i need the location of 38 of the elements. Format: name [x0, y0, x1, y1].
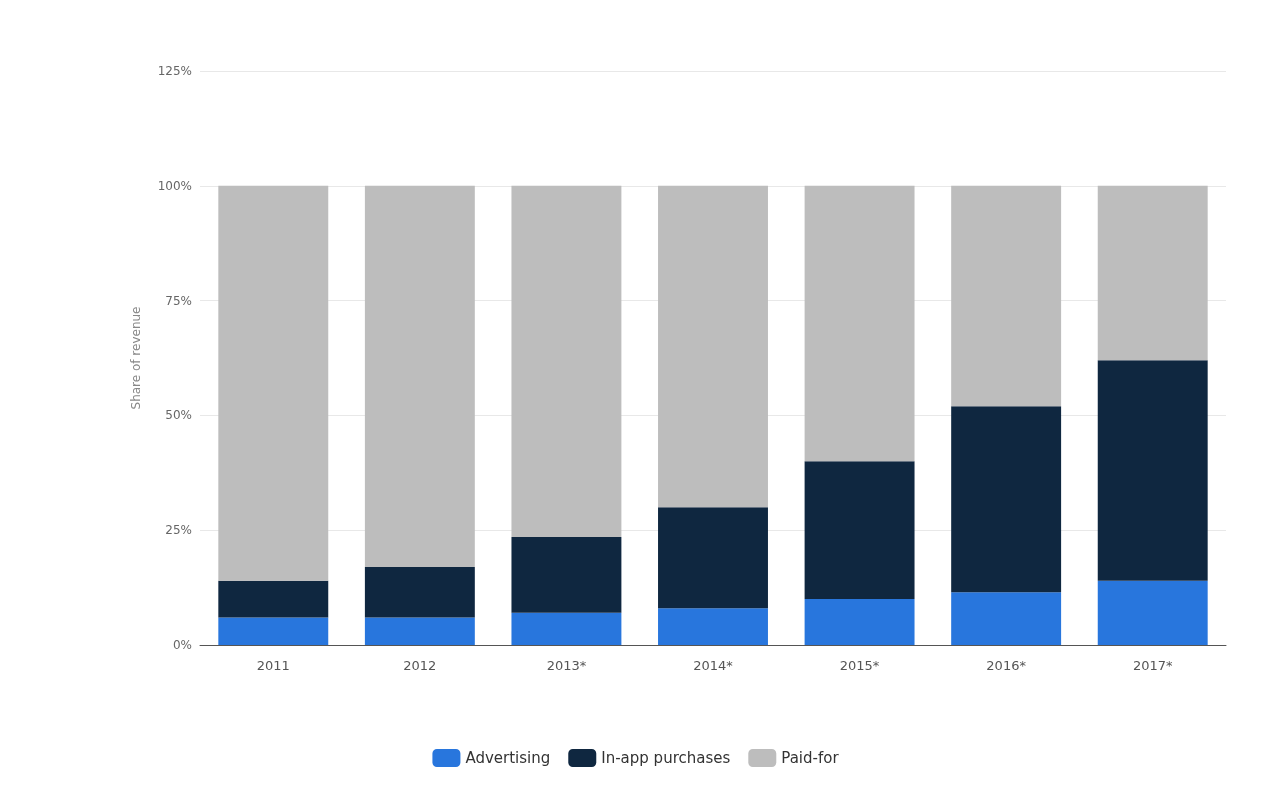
bar	[218, 185, 329, 581]
x-tick-label: 2012	[403, 658, 437, 673]
bar	[951, 592, 1062, 645]
y-tick-label: 100%	[157, 178, 192, 193]
x-tick-label: 2013*	[546, 658, 587, 673]
bar	[1097, 580, 1208, 645]
y-tick-label: 125%	[157, 64, 192, 78]
x-tick-label: 2017*	[1132, 658, 1173, 673]
bar	[804, 461, 915, 600]
y-tick-label: 50%	[165, 408, 192, 423]
bar	[804, 185, 915, 462]
y-tick-label: 0%	[172, 638, 192, 652]
bar	[511, 185, 622, 538]
bar	[951, 406, 1062, 593]
legend-label: Paid-for	[781, 749, 840, 767]
x-tick-label: 2014*	[693, 658, 734, 673]
y-axis-title: Share of revenue	[129, 306, 143, 410]
x-tick-label: 2016*	[986, 658, 1027, 673]
bar	[951, 185, 1062, 407]
legend-label: Advertising	[465, 749, 551, 767]
bar	[364, 185, 475, 567]
bar	[364, 566, 475, 618]
bar	[658, 608, 768, 645]
bar	[658, 507, 768, 609]
y-tick-label: 75%	[165, 293, 192, 308]
bar	[804, 599, 915, 645]
y-tick-label: 25%	[165, 523, 192, 538]
bar	[218, 617, 329, 645]
bar	[511, 612, 622, 645]
bar	[364, 617, 475, 645]
bar	[1097, 360, 1208, 581]
legend-label: In-app purchases	[601, 749, 731, 767]
bar	[658, 185, 768, 508]
bar	[218, 580, 329, 618]
x-tick-label: 2015*	[839, 658, 880, 673]
x-tick-label: 2011	[256, 658, 290, 673]
bar	[1097, 185, 1208, 361]
bar	[511, 537, 622, 613]
